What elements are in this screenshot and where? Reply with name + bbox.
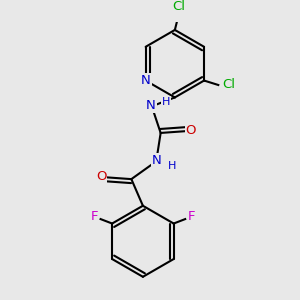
Text: N: N: [141, 74, 151, 87]
Text: N: N: [146, 99, 156, 112]
Text: H: H: [168, 161, 176, 171]
Text: O: O: [186, 124, 196, 137]
Text: O: O: [96, 170, 106, 183]
Text: H: H: [162, 97, 170, 107]
Text: Cl: Cl: [223, 79, 236, 92]
Text: F: F: [188, 210, 195, 223]
Text: Cl: Cl: [172, 0, 185, 13]
Text: F: F: [91, 210, 98, 223]
Text: N: N: [152, 154, 162, 167]
